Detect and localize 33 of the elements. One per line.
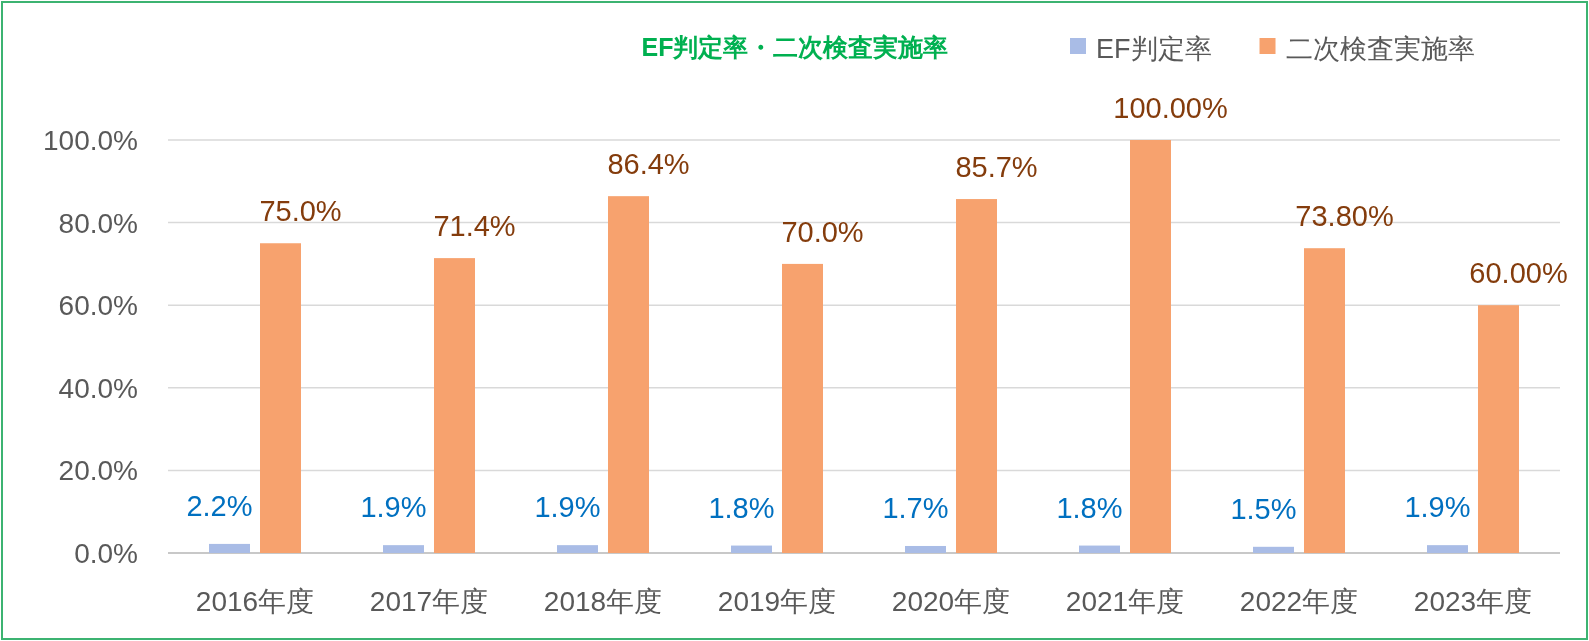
data-label: 71.4% [433, 210, 516, 243]
data-label: 1.9% [1404, 491, 1471, 524]
x-tick-label: 2017年度 [369, 586, 489, 617]
data-label: 85.7% [955, 151, 1038, 184]
data-label: 1.8% [708, 491, 775, 524]
y-tick-label: 60.0% [58, 290, 138, 322]
legend-label: EF判定率 [1096, 34, 1212, 64]
data-label: 70.0% [781, 215, 864, 248]
data-label: 100.00% [1113, 92, 1228, 124]
chart-title: EF判定率・二次検査実施率 [641, 33, 949, 61]
x-tick-label: 2023年度 [1413, 586, 1533, 617]
x-tick-label: 2019年度 [717, 586, 837, 617]
data-label: 75.0% [259, 195, 342, 228]
data-label: 1.5% [1230, 492, 1297, 525]
y-tick-label: 100.0% [43, 125, 138, 156]
y-tick-label: 0.0% [74, 538, 138, 569]
data-label: 60.00% [1469, 257, 1568, 290]
x-tick-label: 2022年度 [1239, 586, 1359, 617]
data-label: 1.7% [882, 491, 949, 524]
y-tick-label: 80.0% [58, 207, 138, 239]
x-tick-label: 2016年度 [195, 586, 315, 617]
y-tick-label: 20.0% [58, 455, 138, 487]
data-label: 1.9% [360, 491, 427, 524]
data-label: 86.4% [607, 148, 690, 181]
data-label: 2.2% [186, 489, 253, 522]
data-label: 73.80% [1295, 200, 1394, 233]
y-tick-label: 40.0% [58, 372, 138, 404]
x-tick-label: 2021年度 [1065, 586, 1185, 617]
data-label: 1.8% [1056, 491, 1123, 524]
x-tick-label: 2020年度 [891, 586, 1011, 617]
x-tick-label: 2018年度 [543, 586, 663, 617]
data-label: 1.9% [534, 491, 601, 524]
legend-label: 二次検査実施率 [1285, 34, 1475, 64]
